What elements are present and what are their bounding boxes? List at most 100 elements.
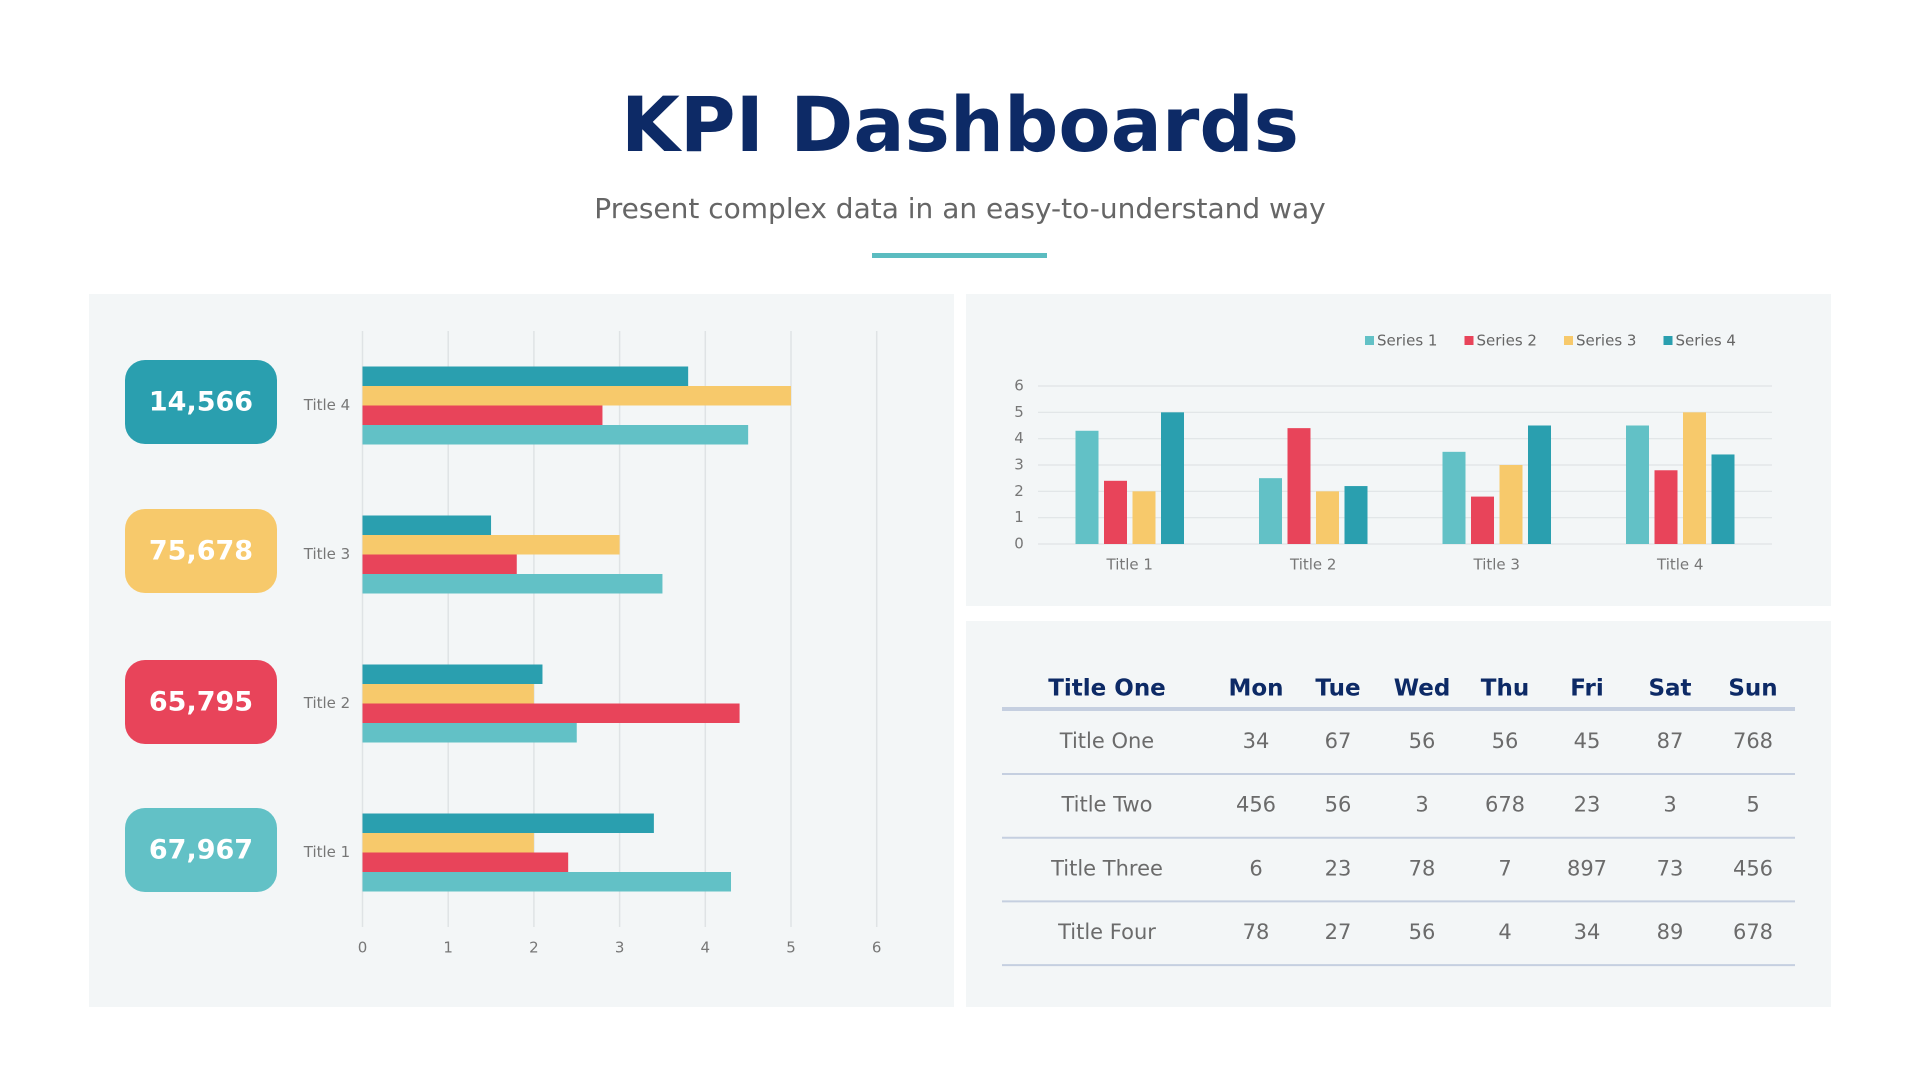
kpi-badge xyxy=(125,360,277,444)
x-tick-label: 6 xyxy=(872,939,882,957)
bar xyxy=(1075,430,1099,544)
kpi-badge xyxy=(125,509,277,593)
table-header: Sat xyxy=(1648,676,1691,702)
table-cell: 5 xyxy=(1746,793,1759,817)
bar xyxy=(362,852,569,872)
table-cell: 34 xyxy=(1574,920,1601,944)
bar xyxy=(1626,425,1649,544)
table-panel xyxy=(966,621,1831,1007)
bar xyxy=(1132,491,1156,544)
table-cell: 56 xyxy=(1409,729,1436,753)
bar xyxy=(1316,491,1339,544)
table-cell: 23 xyxy=(1574,793,1601,817)
category-label: Title 4 xyxy=(303,396,350,414)
bar xyxy=(1683,412,1706,544)
legend-swatch xyxy=(1464,336,1474,345)
x-tick-label: 3 xyxy=(615,939,625,957)
kpi-value: 67,967 xyxy=(149,835,253,866)
table-header: Wed xyxy=(1394,676,1451,702)
legend-label: Series 4 xyxy=(1676,332,1736,350)
bar xyxy=(1654,470,1678,544)
table-cell: 56 xyxy=(1409,920,1436,944)
bar xyxy=(1471,496,1494,544)
table-cell: 4 xyxy=(1498,920,1511,944)
legend-swatch xyxy=(1564,336,1573,345)
table-cell: Title One xyxy=(1059,729,1154,753)
bar xyxy=(362,535,620,555)
x-tick-label: 4 xyxy=(701,939,711,957)
x-tick-label: 0 xyxy=(358,939,368,957)
y-tick-label: 3 xyxy=(1014,456,1024,474)
table-cell: 456 xyxy=(1236,793,1276,817)
table-header: Title One xyxy=(1048,676,1166,702)
bar xyxy=(1344,486,1368,544)
table-cell: Title Three xyxy=(1050,856,1163,880)
table-header: Thu xyxy=(1481,676,1529,702)
legend-label: Series 1 xyxy=(1377,332,1437,350)
legend-swatch xyxy=(1365,336,1374,345)
category-label: Title 2 xyxy=(303,694,350,712)
table-cell: 897 xyxy=(1567,856,1607,880)
bar xyxy=(362,813,654,833)
bar xyxy=(362,574,663,594)
table-cell: Title Four xyxy=(1057,920,1156,944)
bar xyxy=(362,684,534,704)
kpi-badge xyxy=(125,660,277,744)
x-tick-label: Title 1 xyxy=(1106,556,1153,574)
y-tick-label: 5 xyxy=(1014,403,1024,421)
bar xyxy=(362,833,534,853)
table-cell: 3 xyxy=(1663,793,1676,817)
bar xyxy=(1287,428,1311,544)
table-header: Tue xyxy=(1315,676,1360,702)
table-cell: Title Two xyxy=(1060,793,1152,817)
bar xyxy=(362,554,517,574)
x-tick-label: 5 xyxy=(786,939,796,957)
table-cell: 56 xyxy=(1325,793,1352,817)
table-header: Fri xyxy=(1570,676,1603,702)
y-tick-label: 2 xyxy=(1014,482,1024,500)
table-cell: 27 xyxy=(1325,920,1352,944)
x-tick-label: Title 4 xyxy=(1656,556,1703,574)
x-tick-label: Title 2 xyxy=(1289,556,1336,574)
kpi-badge xyxy=(125,808,277,892)
bar xyxy=(362,723,577,743)
category-label: Title 3 xyxy=(303,545,350,563)
table-cell: 7 xyxy=(1498,856,1511,880)
table-cell: 78 xyxy=(1243,920,1270,944)
legend-label: Series 3 xyxy=(1576,332,1636,350)
table-cell: 678 xyxy=(1485,793,1525,817)
bar xyxy=(1442,451,1466,544)
y-tick-label: 1 xyxy=(1014,508,1024,526)
kpi-value: 65,795 xyxy=(149,687,253,718)
table-cell: 34 xyxy=(1243,729,1270,753)
legend-label: Series 2 xyxy=(1477,332,1537,350)
bar xyxy=(1104,480,1127,544)
bar xyxy=(1499,465,1523,544)
table-header: Sun xyxy=(1728,676,1777,702)
table-header: Mon xyxy=(1228,676,1283,702)
bar xyxy=(362,366,689,386)
bar xyxy=(362,872,732,892)
bar xyxy=(362,405,603,425)
bar xyxy=(362,703,740,723)
bar xyxy=(1259,478,1282,544)
page-title: KPI Dashboards xyxy=(621,80,1299,169)
x-tick-label: 1 xyxy=(443,939,453,957)
legend-swatch xyxy=(1663,336,1673,345)
table-cell: 45 xyxy=(1574,729,1601,753)
table-cell: 3 xyxy=(1415,793,1428,817)
bar xyxy=(1711,454,1735,544)
table-cell: 89 xyxy=(1657,920,1684,944)
y-tick-label: 6 xyxy=(1014,377,1024,395)
x-tick-label: 2 xyxy=(529,939,539,957)
y-tick-label: 0 xyxy=(1014,535,1024,553)
bar xyxy=(362,425,749,445)
table-cell: 678 xyxy=(1733,920,1773,944)
bar xyxy=(362,386,791,406)
kpi-value: 14,566 xyxy=(149,387,253,418)
table-cell: 67 xyxy=(1325,729,1352,753)
bar xyxy=(362,664,543,684)
bar xyxy=(362,515,492,535)
bar xyxy=(1528,425,1551,544)
